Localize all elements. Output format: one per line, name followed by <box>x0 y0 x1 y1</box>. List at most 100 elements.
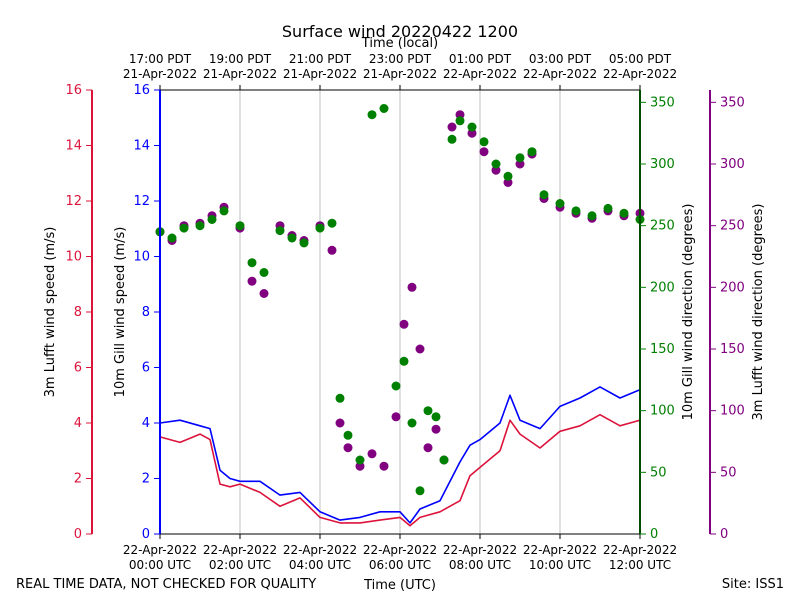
x-tick-label-date: 22-Apr-2022 <box>363 543 437 557</box>
top-tick-label-time: 23:00 PDT <box>369 52 432 66</box>
3m-lufft-wind-direction-point <box>447 122 457 132</box>
gill-speed-tick-label: 14 <box>133 139 150 154</box>
lufft-direction-tick-label: 250 <box>720 219 745 234</box>
10m-gill-wind-direction-point <box>247 258 257 268</box>
lufft-speed-line-layer <box>159 413 641 527</box>
10m-gill-wind-direction-point <box>527 147 537 157</box>
10m-gill-wind-direction-point <box>587 211 597 221</box>
lufft-speed-tick-label: 8 <box>74 305 82 320</box>
3m-lufft-wind-direction-point <box>423 443 433 453</box>
lufft-direction-tick-label: 50 <box>720 465 737 480</box>
top-tick-label-time: 21:00 PDT <box>289 52 352 66</box>
lufft-speed-tick-label: 2 <box>74 472 82 487</box>
3m-lufft-wind-direction-point <box>415 344 425 354</box>
3m-lufft-wind-direction-point <box>247 276 257 286</box>
site-label: Site: ISS1 <box>722 577 784 592</box>
10m-gill-wind-direction-point <box>619 208 629 218</box>
x-tick-label-time: 06:00 UTC <box>369 558 431 572</box>
10m-gill-wind-direction-point <box>439 455 449 465</box>
top-tick-label-date: 22-Apr-2022 <box>523 67 597 81</box>
gill-direction-axis-label: 10m Gill wind direction (degrees) <box>681 204 696 421</box>
lufft-speed-tick-label: 10 <box>65 250 82 265</box>
10m-gill-wind-direction-point <box>315 223 325 233</box>
top-tick-label-time: 19:00 PDT <box>209 52 272 66</box>
10m-gill-wind-direction-point <box>503 171 513 181</box>
x-tick-label-time: 04:00 UTC <box>289 558 351 572</box>
lufft-speed-tick-label: 12 <box>65 194 82 209</box>
gill-direction-tick-label: 0 <box>650 527 658 542</box>
10m-gill-wind-direction-point <box>467 122 477 132</box>
3m-lufft-wind-direction-point <box>367 449 377 459</box>
3m-lufft-wind-direction-point <box>503 178 513 187</box>
lufft-direction-tick-label: 200 <box>720 280 745 295</box>
x-tick-label-time: 12:00 UTC <box>609 558 671 572</box>
10m-gill-wind-direction-point <box>391 381 401 391</box>
gill-speed-tick-label: 4 <box>142 416 150 431</box>
x-tick-label-time: 02:00 UTC <box>209 558 271 572</box>
x-axis-label: Time (UTC) <box>363 578 436 593</box>
x-tick-label-time: 00:00 UTC <box>129 558 191 572</box>
3m-lufft-wind-direction-point <box>407 282 417 292</box>
gill-speed-line-layer <box>159 386 641 524</box>
10m-gill-wind-direction-point <box>379 104 389 113</box>
x-tick-label-date: 22-Apr-2022 <box>603 543 677 557</box>
grid-layer <box>239 90 561 534</box>
chart-title: Surface wind 20220422 1200 <box>282 22 518 41</box>
3m-lufft-wind-direction-point <box>391 412 401 422</box>
gill-direction-tick-label: 150 <box>650 342 675 357</box>
quality-notice: REAL TIME DATA, NOT CHECKED FOR QUALITY <box>16 577 316 592</box>
10m-gill-wind-speed-line <box>159 386 641 524</box>
3m-lufft-wind-direction-point <box>431 424 441 434</box>
gill-direction-tick-label: 100 <box>650 404 675 419</box>
gill-speed-axis-label: 10m Gill wind speed (m/s) <box>113 227 128 398</box>
lufft-direction-tick-label: 100 <box>720 404 745 419</box>
10m-gill-wind-direction-point <box>207 215 217 224</box>
3m-lufft-wind-direction-point <box>467 128 477 138</box>
lufft-speed-tick-label: 0 <box>74 527 82 542</box>
10m-gill-wind-direction-point <box>455 116 465 126</box>
10m-gill-wind-direction-point <box>335 393 345 403</box>
gill-speed-tick-label: 12 <box>133 194 150 209</box>
lufft-direction-tick-label: 0 <box>720 527 728 542</box>
10m-gill-wind-direction-point <box>539 190 549 200</box>
top-axis-title: Time (local) <box>361 36 438 51</box>
10m-gill-wind-direction-point <box>299 238 309 248</box>
10m-gill-wind-direction-point <box>571 206 581 216</box>
lufft-speed-tick-label: 4 <box>74 416 82 431</box>
x-tick-label-date: 22-Apr-2022 <box>123 543 197 557</box>
gill-speed-tick-label: 2 <box>142 472 150 487</box>
lufft-direction-tick-label: 150 <box>720 342 745 357</box>
10m-gill-wind-direction-point <box>167 233 177 243</box>
10m-gill-wind-direction-point <box>355 455 365 465</box>
top-tick-label-date: 21-Apr-2022 <box>283 67 357 81</box>
lufft-speed-tick-label: 6 <box>74 361 82 376</box>
3m-lufft-wind-direction-point <box>379 461 389 471</box>
10m-gill-wind-direction-point <box>515 153 525 163</box>
10m-gill-wind-direction-point <box>407 418 417 428</box>
top-tick-label-date: 22-Apr-2022 <box>603 67 677 81</box>
top-tick-label-date: 21-Apr-2022 <box>123 67 197 81</box>
lufft-direction-axis-label: 3m Lufft wind direction (degrees) <box>751 204 766 421</box>
3m-lufft-wind-direction-point <box>479 147 489 157</box>
10m-gill-wind-direction-point <box>179 223 189 233</box>
10m-gill-wind-direction-point <box>275 226 285 236</box>
3m-lufft-wind-direction-point <box>355 461 365 471</box>
gill-speed-tick-label: 16 <box>133 83 150 98</box>
gill-speed-tick-label: 10 <box>133 250 150 265</box>
x-tick-label-date: 22-Apr-2022 <box>203 543 277 557</box>
3m-lufft-wind-direction-point <box>259 289 269 298</box>
10m-gill-wind-direction-point <box>415 486 425 496</box>
10m-gill-wind-direction-point <box>479 137 489 147</box>
lufft-direction-tick-label: 300 <box>720 157 745 172</box>
gill-direction-tick-label: 300 <box>650 157 675 172</box>
3m-lufft-wind-direction-point <box>343 443 353 453</box>
gill-direction-points <box>155 104 645 496</box>
x-tick-label-time: 10:00 UTC <box>529 558 591 572</box>
gill-direction-tick-label: 200 <box>650 280 675 295</box>
10m-gill-wind-direction-point <box>399 356 409 366</box>
gill-speed-tick-label: 6 <box>142 361 150 376</box>
x-tick-label-time: 08:00 UTC <box>449 558 511 572</box>
